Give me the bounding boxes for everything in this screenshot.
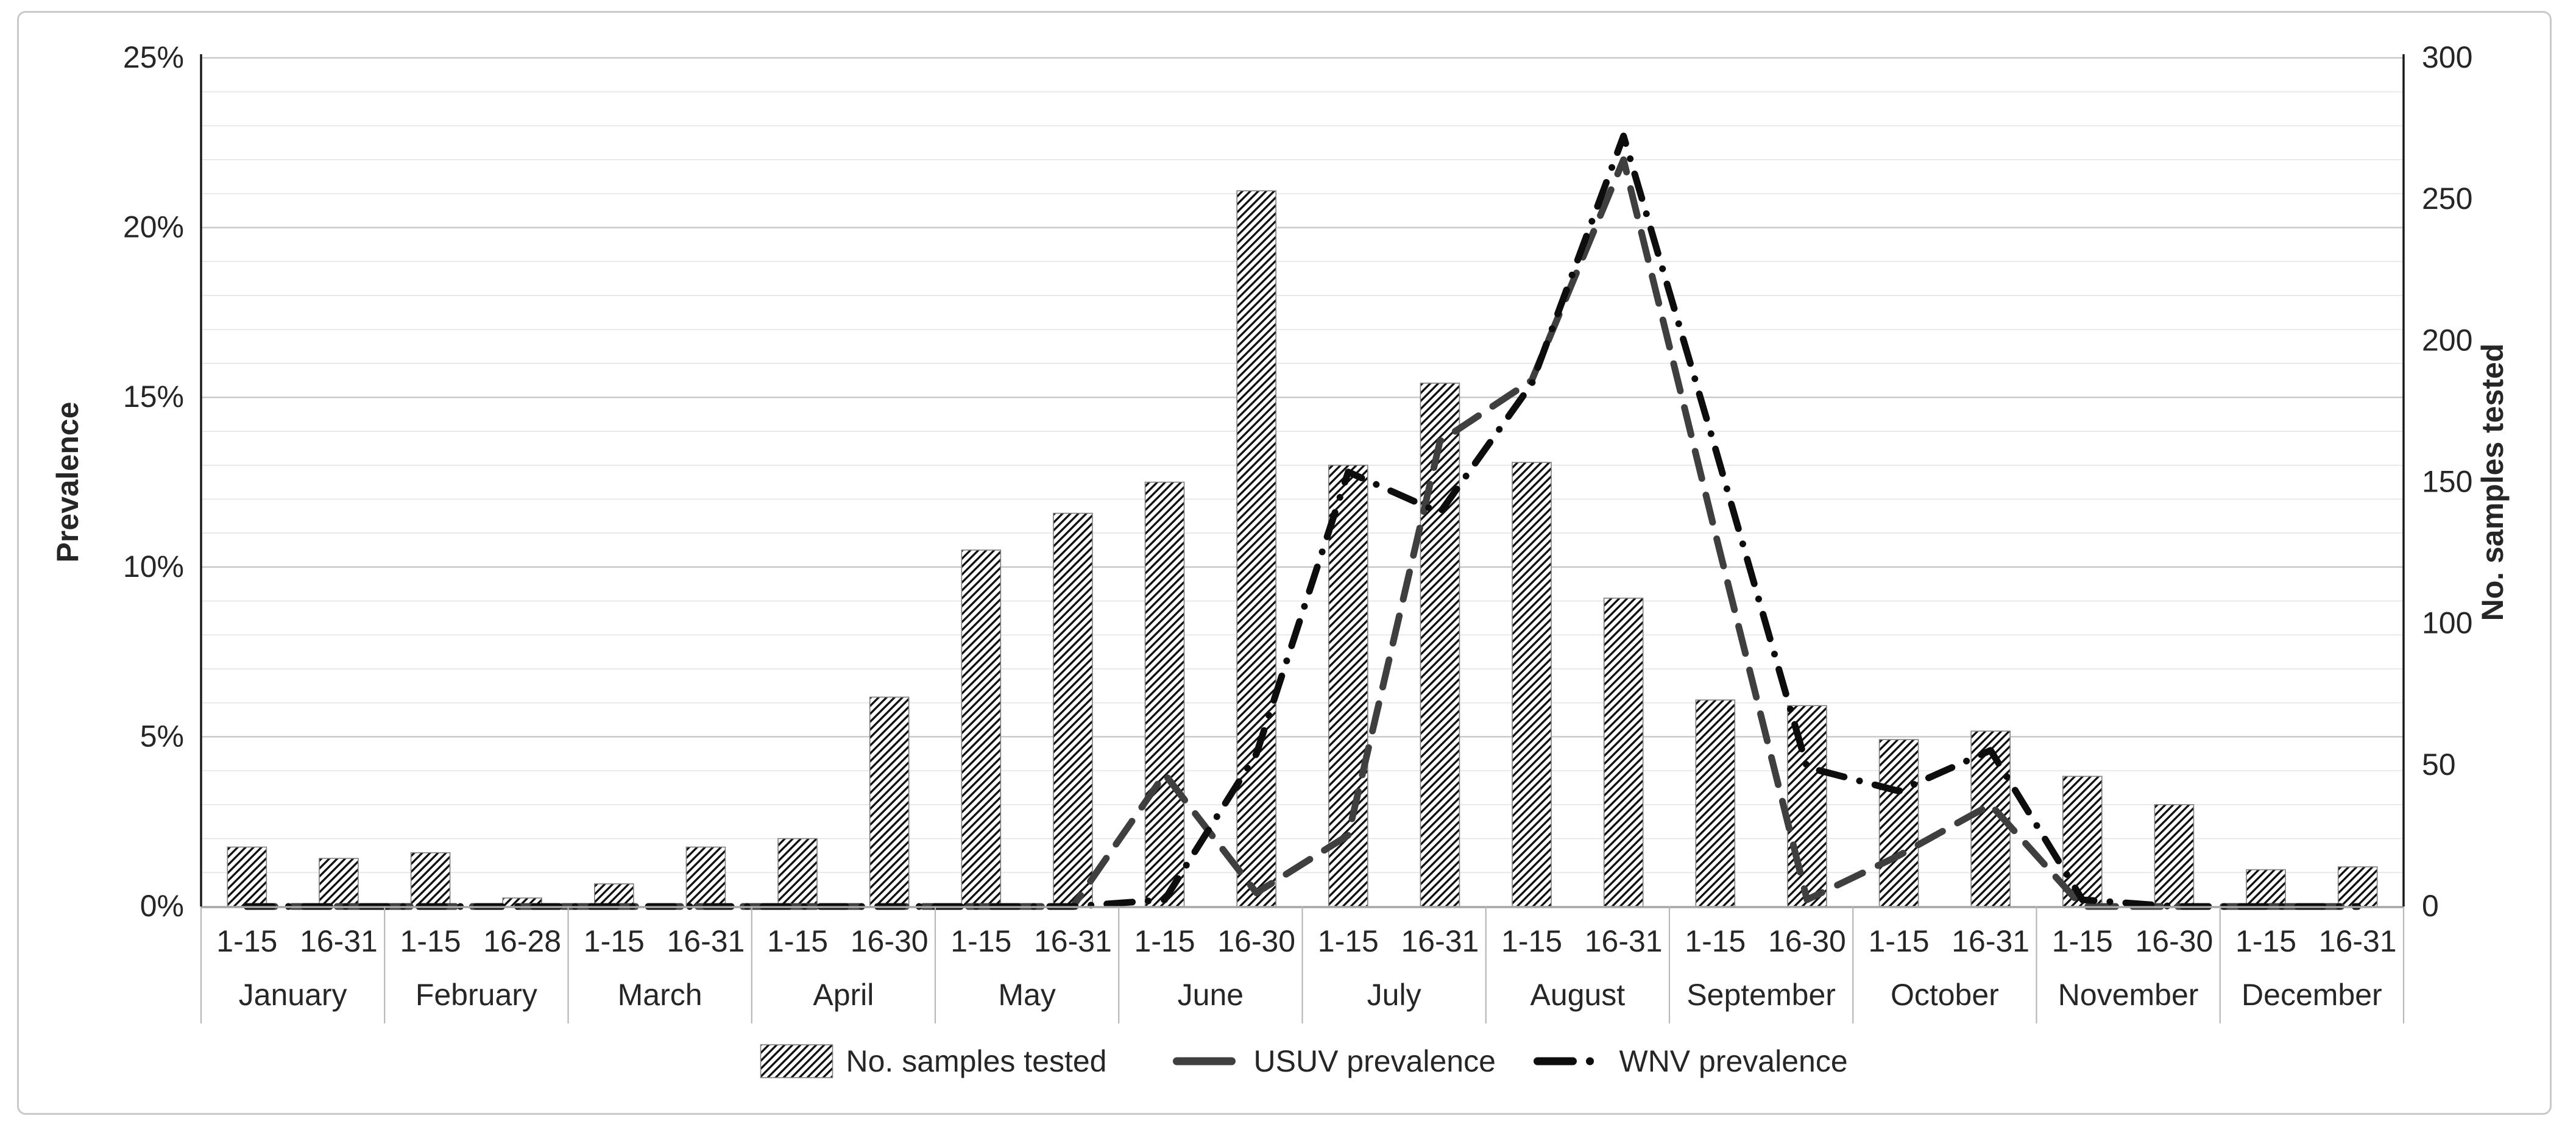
period-label: 16-30 (2135, 924, 2213, 958)
bar-4 (594, 883, 634, 907)
chart-frame (17, 11, 2552, 1115)
month-label: October (1891, 978, 1999, 1012)
period-label: 1-15 (1501, 924, 1562, 958)
legend-swatch-bars (760, 1044, 833, 1078)
bars-series (227, 190, 2378, 907)
bar-11 (1236, 190, 1276, 907)
left-tick-label: 10% (123, 549, 184, 584)
period-label: 16-31 (1951, 924, 2029, 958)
left-tick-label: 25% (123, 40, 184, 74)
right-tick-label: 200 (2422, 323, 2472, 357)
bar-18 (1878, 739, 1919, 907)
month-label: March (618, 978, 702, 1012)
period-label: 1-15 (2235, 924, 2296, 958)
period-label: 16-30 (851, 924, 929, 958)
period-label: 1-15 (1134, 924, 1195, 958)
period-label: 1-15 (950, 924, 1011, 958)
left-tick-label: 15% (123, 380, 184, 414)
period-label: 1-15 (2052, 924, 2113, 958)
period-label: 16-31 (1585, 924, 1663, 958)
right-axis-title: No. samples tested (2475, 344, 2510, 621)
right-tick-label: 250 (2422, 182, 2472, 216)
period-label: 1-15 (1685, 924, 1746, 958)
bar-23 (2337, 866, 2378, 907)
period-label: 16-31 (2319, 924, 2397, 958)
period-label: 1-15 (1318, 924, 1379, 958)
legend-label: No. samples tested (846, 1044, 1107, 1078)
left-tick-label: 20% (123, 210, 184, 244)
month-label: December (2242, 978, 2382, 1012)
bar-8 (961, 549, 1002, 907)
period-label: 16-31 (1401, 924, 1479, 958)
line-wnv-prevalence (243, 132, 2362, 910)
month-label: January (239, 978, 347, 1012)
bar-2 (410, 852, 451, 907)
period-label: 1-15 (767, 924, 828, 958)
period-label: 1-15 (1869, 924, 1930, 958)
bar-5 (685, 846, 726, 907)
right-tick-label: 150 (2422, 465, 2472, 499)
period-label: 16-31 (667, 924, 745, 958)
left-axis-title: Prevalence (51, 401, 85, 562)
month-label: May (998, 978, 1055, 1012)
right-tick-label: 300 (2422, 40, 2472, 74)
bar-14 (1512, 462, 1552, 907)
bar-20 (2062, 775, 2103, 907)
bar-17 (1787, 705, 1827, 907)
bar-7 (869, 696, 910, 907)
period-label: 1-15 (400, 924, 461, 958)
bar-21 (2154, 804, 2195, 907)
legend: No. samples tested USUV prevalence WNV pre… (760, 1044, 1848, 1078)
period-label: 16-31 (1034, 924, 1112, 958)
bar-0 (227, 846, 267, 907)
right-axis-ticks: 0 50 100 150 200 250 300 (2422, 40, 2472, 923)
x-axis-labels: 1-15 16-31 January 1-15 16-28 February 1-15 16-… (200, 906, 2405, 1023)
month-label: June (1178, 978, 1244, 1012)
month-label: April (813, 978, 874, 1012)
bar-9 (1053, 512, 1093, 907)
gridlines (201, 57, 2404, 874)
bar-22 (2246, 869, 2286, 907)
line-usuv-prevalence (243, 156, 2362, 910)
legend-label: USUV prevalence (1254, 1044, 1496, 1078)
period-label: 1-15 (216, 924, 277, 958)
period-label: 1-15 (584, 924, 645, 958)
right-tick-label: 0 (2422, 889, 2439, 923)
month-label: February (416, 978, 537, 1012)
bar-16 (1695, 699, 1736, 907)
legend-label: WNV prevalence (1619, 1044, 1848, 1078)
right-tick-label: 50 (2422, 747, 2456, 782)
right-tick-label: 100 (2422, 606, 2472, 640)
period-label: 16-30 (1217, 924, 1295, 958)
month-label: November (2058, 978, 2199, 1012)
bar-15 (1603, 598, 1644, 907)
bar-13 (1420, 383, 1460, 907)
left-axis-ticks: 0% 5% 10% 15% 20% 25% (123, 40, 184, 923)
month-label: July (1367, 978, 1421, 1012)
month-label: August (1530, 978, 1626, 1012)
month-label: September (1686, 978, 1836, 1012)
period-label: 16-30 (1768, 924, 1846, 958)
period-label: 16-31 (300, 924, 378, 958)
period-label: 16-28 (483, 924, 561, 958)
bar-1 (319, 858, 359, 907)
left-tick-label: 0% (140, 889, 184, 923)
bar-10 (1144, 481, 1185, 907)
left-tick-label: 5% (140, 719, 184, 753)
bar-6 (777, 838, 818, 907)
